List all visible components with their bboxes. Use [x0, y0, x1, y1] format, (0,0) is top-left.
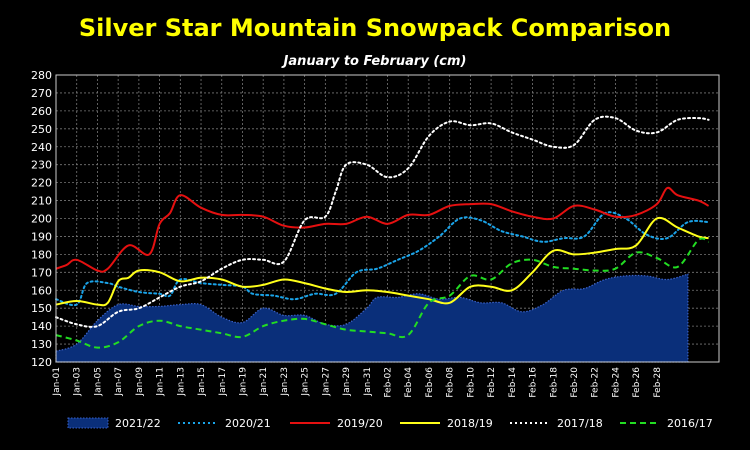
legend-label: 2016/17	[667, 417, 713, 430]
x-tick-label: Feb-26	[632, 367, 642, 398]
x-tick-label: Jan-09	[135, 367, 145, 397]
y-tick-label: 210	[31, 195, 52, 208]
x-tick-label: Feb-16	[529, 367, 539, 398]
y-tick-label: 230	[31, 159, 52, 172]
y-tick-label: 250	[31, 123, 52, 136]
plot-frame	[55, 74, 720, 363]
x-tick-label: Jan-07	[114, 367, 124, 397]
y-tick-label: 140	[31, 320, 52, 333]
legend-label: 2018/19	[447, 417, 493, 430]
x-tick-label: Feb-08	[446, 367, 456, 398]
y-tick-label: 160	[31, 284, 52, 297]
x-tick-label: Feb-24	[611, 367, 621, 398]
x-tick-label: Feb-14	[508, 367, 518, 398]
series-2019-20-line	[55, 186, 710, 273]
x-tick-label: Jan-11	[156, 367, 166, 397]
y-tick-label: 120	[31, 356, 52, 369]
y-tick-label: 270	[31, 87, 52, 100]
y-tick-label: 220	[31, 177, 52, 190]
series-2017-18-line	[55, 115, 710, 328]
x-tick-label: Jan-03	[73, 367, 83, 397]
y-tick-label: 280	[31, 69, 52, 82]
series-2020-21-line	[55, 211, 710, 307]
x-tick-label: Feb-06	[425, 367, 435, 398]
chart-title: Silver Star Mountain Snowpack Comparison	[79, 14, 671, 42]
x-tick-label: Jan-31	[363, 367, 373, 397]
legend-label: 2019/20	[337, 417, 383, 430]
x-tick-label: Feb-28	[653, 367, 663, 398]
y-tick-label: 190	[31, 230, 52, 243]
y-tick-label: 260	[31, 105, 52, 118]
y-tick-label: 240	[31, 141, 52, 154]
x-tick-label: Jan-13	[176, 367, 186, 397]
x-tick-label: Jan-15	[197, 367, 207, 397]
x-tick-label: Feb-02	[384, 367, 394, 398]
x-tick-label: Jan-27	[321, 367, 331, 397]
plot-area	[55, 115, 710, 363]
x-tick-label: Jan-21	[259, 367, 269, 397]
x-tick-label: Feb-22	[591, 367, 601, 398]
x-tick-label: Jan-29	[342, 367, 352, 397]
y-axis: 120 130 140 150 160 170 180 190 200 210 220 230 240 2…	[31, 69, 52, 369]
y-tick-label: 180	[31, 248, 52, 261]
y-tick-label: 150	[31, 302, 52, 315]
x-tick-label: Feb-18	[549, 367, 559, 398]
series-2018-19-line	[55, 216, 709, 307]
x-tick-label: Feb-20	[570, 367, 580, 398]
y-tick-label: 130	[31, 338, 52, 351]
x-tick-label: Jan-17	[218, 367, 228, 397]
x-tick-label: Jan-05	[93, 367, 103, 397]
x-tick-label: Feb-12	[487, 367, 497, 398]
x-tick-label: Jan-19	[238, 367, 248, 397]
legend-swatch	[67, 417, 109, 429]
chart-subtitle: January to February (cm)	[281, 54, 467, 69]
legend-label: 2021/22	[115, 417, 161, 430]
y-tick-label: 170	[31, 266, 52, 279]
x-tick-label: Jan-23	[280, 367, 290, 397]
x-tick-label: Jan-01	[52, 367, 62, 397]
x-tick-label: Feb-10	[466, 367, 476, 398]
series-2021-22-area	[55, 273, 689, 363]
legend-label: 2017/18	[557, 417, 603, 430]
legend: 2021/22 2020/21 2019/20 2018/19 2017/18 2016/…	[67, 417, 713, 430]
x-tick-label: Jan-25	[301, 367, 311, 397]
y-tick-label: 200	[31, 213, 52, 226]
x-tick-label: Feb-04	[404, 367, 414, 398]
x-axis: Jan-01 Jan-03 Jan-05 Jan-07 Jan-09 Jan-11 Jan-…	[52, 367, 663, 398]
legend-label: 2020/21	[225, 417, 271, 430]
